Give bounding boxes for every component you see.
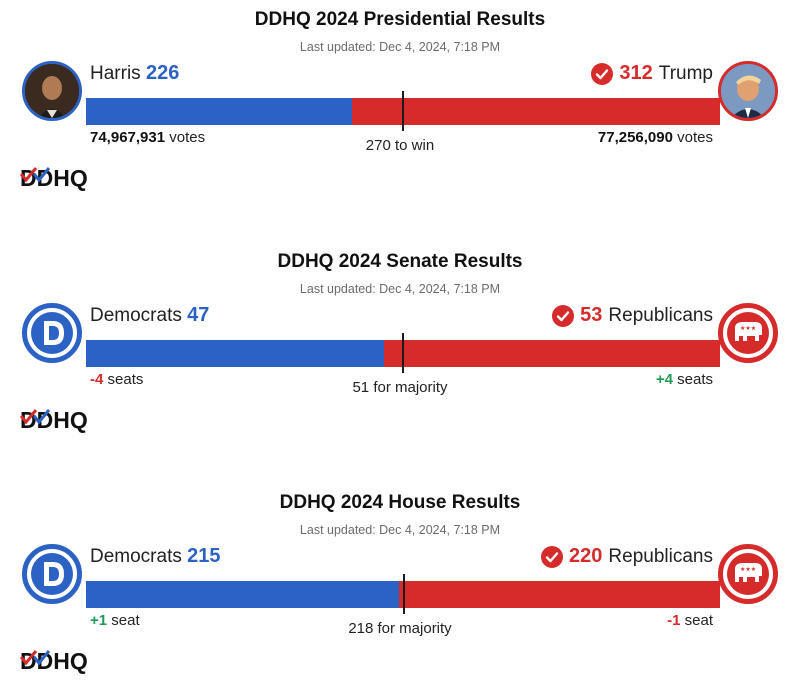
presidential-results-panel: DDHQ 2024 Presidential Results Last upda… bbox=[0, 9, 800, 209]
threshold-label: 270 to win bbox=[365, 137, 435, 154]
democratic-party-icon bbox=[22, 303, 82, 363]
votes-label: votes bbox=[169, 129, 206, 146]
left-party: Democrats 47 bbox=[90, 304, 209, 327]
left-seat-change: -4 seats bbox=[90, 371, 143, 388]
right-change-label: seats bbox=[677, 371, 713, 388]
republican-elephant-icon: ★★★ bbox=[718, 544, 778, 604]
right-change-label: seat bbox=[684, 612, 713, 629]
right-seats: 220 bbox=[569, 545, 603, 567]
svg-text:★★★: ★★★ bbox=[740, 566, 756, 573]
left-share-bar bbox=[86, 98, 353, 125]
democratic-party-icon bbox=[22, 544, 82, 604]
ddhq-logo: DDHQ bbox=[20, 165, 88, 191]
left-seat-change: +1 seat bbox=[90, 612, 140, 629]
last-updated: Last updated: Dec 4, 2024, 7:18 PM bbox=[299, 282, 501, 296]
threshold-marker bbox=[402, 574, 405, 614]
svg-text:DDHQ: DDHQ bbox=[20, 165, 88, 191]
check-circle-icon bbox=[552, 304, 575, 327]
left-seats: 215 bbox=[187, 545, 221, 567]
right-popular-vote: 77,256,090 votes bbox=[598, 129, 713, 146]
right-seat-change: -1 seat bbox=[667, 612, 713, 629]
ddhq-logo: DDHQ bbox=[20, 407, 88, 433]
left-share-bar bbox=[86, 581, 400, 608]
harris-avatar bbox=[22, 61, 82, 121]
left-share-bar bbox=[86, 340, 384, 367]
left-change-value: -4 bbox=[90, 371, 104, 388]
right-change-value: -1 bbox=[667, 612, 681, 629]
left-seats: 47 bbox=[187, 304, 210, 326]
ddhq-logo: DDHQ bbox=[20, 648, 88, 674]
left-party: Democrats 215 bbox=[90, 545, 221, 568]
threshold-marker bbox=[402, 333, 404, 373]
left-change-value: +1 bbox=[90, 612, 108, 629]
right-party-name: Republicans bbox=[608, 545, 713, 567]
right-party-name: Republicans bbox=[608, 304, 713, 326]
right-electoral-votes: 312 bbox=[619, 62, 653, 84]
right-votes-number: 77,256,090 bbox=[597, 129, 673, 146]
panel-title: DDHQ 2024 Presidential Results bbox=[254, 9, 546, 30]
check-circle-icon bbox=[591, 62, 614, 85]
left-change-label: seat bbox=[111, 612, 140, 629]
house-results-panel: DDHQ 2024 House Results Last updated: De… bbox=[0, 492, 800, 692]
republican-elephant-icon: ★★★ bbox=[718, 303, 778, 363]
right-change-value: +4 bbox=[655, 371, 673, 388]
left-candidate: Harris 226 bbox=[90, 62, 179, 85]
votes-label: votes bbox=[677, 129, 713, 146]
threshold-marker bbox=[402, 91, 404, 131]
right-candidate-name: Trump bbox=[658, 62, 713, 84]
left-votes-number: 74,967,931 bbox=[90, 129, 166, 146]
left-party-name: Democrats bbox=[90, 305, 182, 326]
svg-text:DDHQ: DDHQ bbox=[20, 407, 88, 433]
right-party: 53 Republicans bbox=[552, 304, 713, 327]
senate-results-panel: DDHQ 2024 Senate Results Last updated: D… bbox=[0, 251, 800, 451]
panel-title: DDHQ 2024 Senate Results bbox=[277, 251, 523, 272]
left-party-name: Democrats bbox=[90, 546, 182, 567]
left-electoral-votes: 226 bbox=[145, 62, 180, 84]
check-circle-icon bbox=[541, 545, 564, 568]
left-popular-vote: 74,967,931 votes bbox=[90, 129, 205, 146]
panel-title: DDHQ 2024 House Results bbox=[279, 492, 521, 513]
last-updated: Last updated: Dec 4, 2024, 7:18 PM bbox=[299, 523, 501, 537]
threshold-label: 51 for majority bbox=[352, 379, 448, 396]
left-candidate-name: Harris bbox=[90, 63, 141, 84]
right-seats: 53 bbox=[580, 304, 603, 326]
trump-avatar bbox=[718, 61, 778, 121]
last-updated: Last updated: Dec 4, 2024, 7:18 PM bbox=[299, 40, 501, 54]
svg-text:★★★: ★★★ bbox=[740, 325, 756, 332]
left-change-label: seats bbox=[107, 371, 144, 388]
right-seat-change: +4 seats bbox=[656, 371, 713, 388]
svg-text:DDHQ: DDHQ bbox=[20, 648, 88, 674]
threshold-label: 218 for majority bbox=[348, 620, 452, 637]
right-candidate: 312 Trump bbox=[591, 62, 713, 85]
right-party: 220 Republicans bbox=[541, 545, 713, 568]
